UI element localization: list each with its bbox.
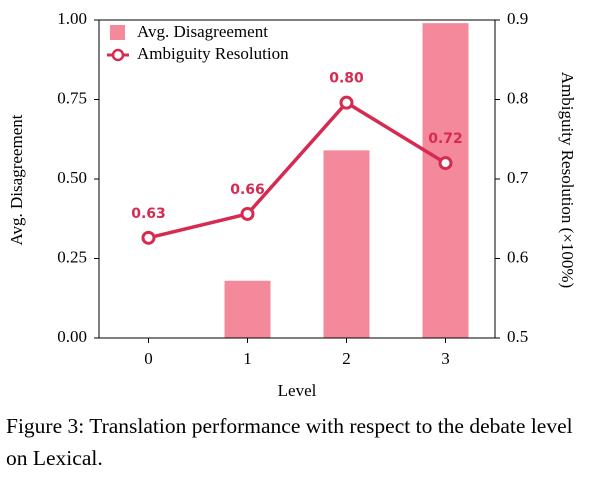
x-axis-label: Level bbox=[278, 381, 317, 400]
x-tick-label: 0 bbox=[144, 349, 153, 368]
bar bbox=[323, 150, 370, 338]
y-tick-label: 1.00 bbox=[57, 9, 87, 28]
x-tick-label: 3 bbox=[441, 349, 450, 368]
value-label: 0.80 bbox=[329, 71, 364, 87]
chart: Avg. Disagreement Ambiguity Resolution (… bbox=[7, 9, 577, 400]
legend-marker bbox=[111, 48, 125, 62]
plot-frame bbox=[98, 19, 496, 339]
point bbox=[240, 206, 255, 221]
point bbox=[438, 156, 453, 171]
point bbox=[339, 95, 354, 110]
y-tick-label: 0.25 bbox=[57, 247, 87, 266]
figure-caption: Figure 3: Translation performance with r… bbox=[6, 414, 573, 470]
y2-axis-label: Ambiguity Resolution (×100%) bbox=[558, 72, 577, 288]
value-label: 0.63 bbox=[131, 206, 166, 222]
y2-tick-label: 0.9 bbox=[507, 9, 528, 28]
y2-tick-label: 0.5 bbox=[507, 327, 528, 346]
bar bbox=[224, 280, 271, 338]
legend-swatch bbox=[110, 25, 125, 40]
y-tick-label: 0.50 bbox=[57, 168, 87, 187]
line bbox=[148, 100, 447, 240]
y2-tick-label: 0.8 bbox=[507, 88, 528, 107]
legend-label: Ambiguity Resolution bbox=[137, 44, 289, 63]
value-label: 0.66 bbox=[230, 182, 265, 198]
y-axis-label: Avg. Disagreement bbox=[7, 114, 26, 245]
y2-tick-label: 0.7 bbox=[507, 168, 529, 187]
y-tick-label: 0.00 bbox=[57, 327, 87, 346]
y-tick-label: 0.75 bbox=[57, 88, 87, 107]
y2-tick-label: 0.6 bbox=[507, 247, 528, 266]
x-tick-label: 2 bbox=[342, 349, 351, 368]
point bbox=[141, 230, 156, 245]
legend-label: Avg. Disagreement bbox=[137, 22, 268, 41]
bar bbox=[422, 23, 469, 339]
value-label: 0.72 bbox=[428, 131, 463, 147]
x-tick-label: 1 bbox=[243, 349, 252, 368]
